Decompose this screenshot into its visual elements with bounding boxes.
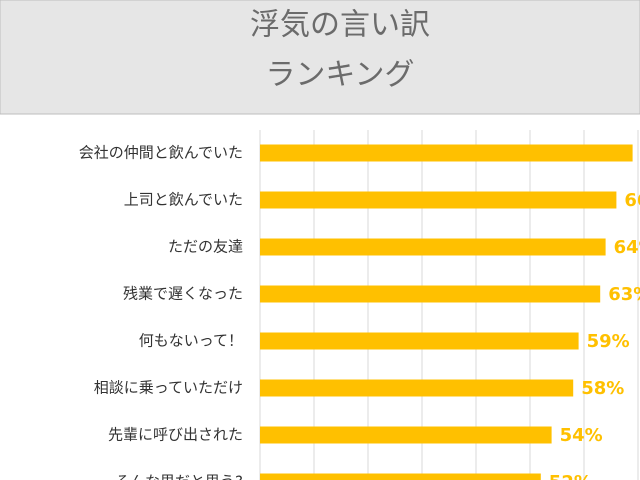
bar	[260, 426, 552, 444]
value-label: 59%	[587, 331, 630, 352]
value-label: 54%	[560, 425, 603, 446]
chart-title: 浮気の言い訳	[250, 8, 430, 43]
bar	[260, 332, 579, 350]
value-label: 66%	[624, 190, 640, 211]
value-label: 63%	[608, 284, 640, 305]
category-label: 上司と飲んでいた	[124, 191, 243, 209]
value-label: 52%	[549, 472, 592, 480]
bar	[260, 238, 606, 256]
bar	[260, 379, 574, 397]
bar	[260, 285, 601, 303]
bar	[260, 473, 541, 480]
value-label: 64%	[614, 237, 640, 258]
category-label: 会社の仲間と飲んでいた	[79, 144, 243, 162]
bar	[260, 191, 617, 209]
category-label: 何もないって！	[139, 332, 243, 350]
category-label: そんな男だと思う?	[115, 473, 243, 480]
category-label: 先輩に呼び出された	[108, 426, 243, 444]
category-label: 残業で遅くなった	[123, 285, 243, 303]
bar	[260, 144, 633, 162]
category-label: 相談に乗っていただけ	[94, 379, 243, 397]
chart-title: ランキング	[265, 58, 414, 93]
category-label: ただの友達	[168, 238, 243, 256]
header-panel	[0, 0, 640, 115]
value-label: 58%	[581, 378, 624, 399]
